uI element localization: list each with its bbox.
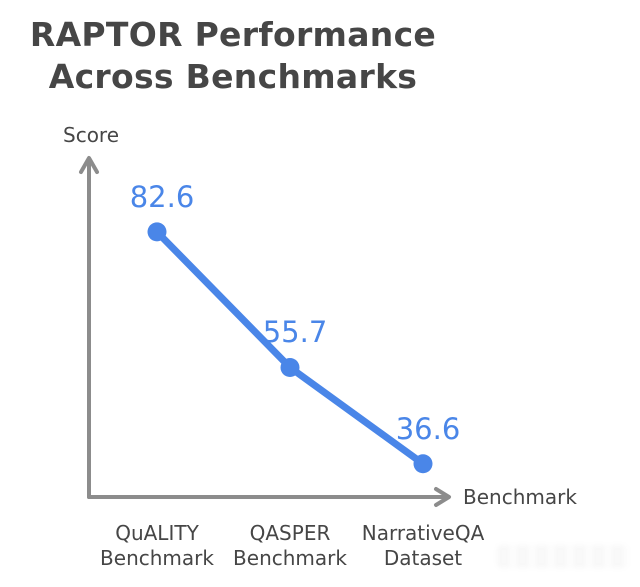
x-axis-arrow-icon xyxy=(434,487,451,507)
y-axis xyxy=(79,156,99,499)
x-tick-label: QASPER Benchmark xyxy=(233,521,347,570)
x-tick-label: NarrativeQA Dataset xyxy=(361,521,485,570)
x-axis-label: Benchmark xyxy=(463,485,577,509)
watermark xyxy=(497,545,629,568)
x-tick-label: QuALITY Benchmark xyxy=(100,521,214,570)
data-series xyxy=(147,222,433,474)
y-axis-label: Score xyxy=(63,123,120,147)
data-value-label: 82.6 xyxy=(129,179,195,214)
y-axis-arrow-icon xyxy=(79,156,99,174)
x-axis xyxy=(87,487,451,507)
data-point xyxy=(280,357,300,377)
data-value-label: 55.7 xyxy=(262,315,328,350)
data-point xyxy=(147,222,167,242)
data-point xyxy=(413,454,433,474)
chart-title: RAPTOR Performance Across Benchmarks xyxy=(29,15,437,96)
data-value-label: 36.6 xyxy=(395,411,461,446)
